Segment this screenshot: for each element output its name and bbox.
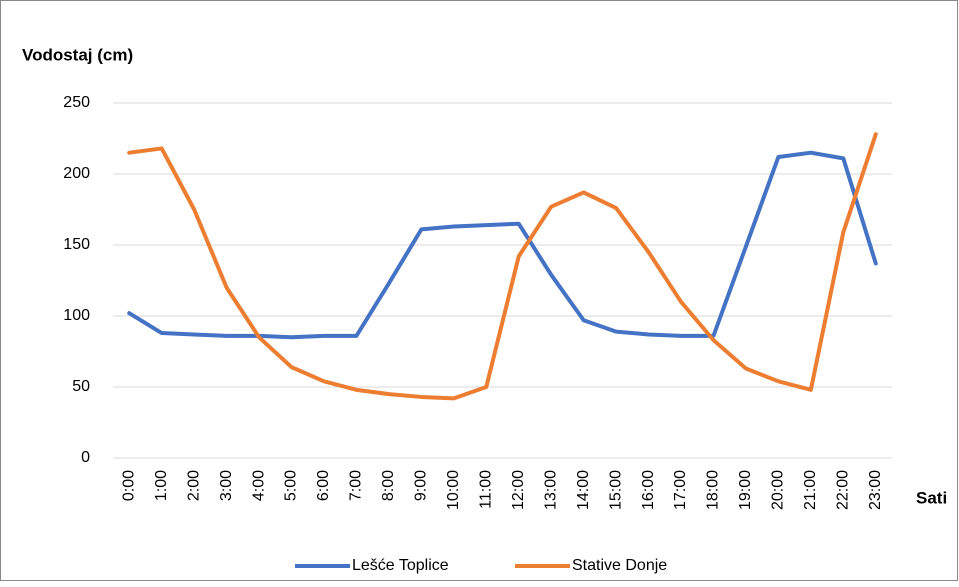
x-tick-label: 2:00 (185, 470, 202, 501)
x-tick-label: 12:00 (510, 470, 527, 510)
x-tick-label: 23:00 (867, 470, 884, 510)
x-tick-label: 8:00 (380, 470, 397, 501)
x-tick-label: 1:00 (153, 470, 170, 501)
x-axis-label: Sati (916, 488, 947, 507)
x-tick-label: 4:00 (250, 470, 267, 501)
x-tick-label: 10:00 (445, 470, 462, 510)
x-tick-label: 0:00 (120, 470, 137, 501)
y-tick-label: 50 (72, 378, 90, 395)
x-tick-label: 22:00 (835, 470, 852, 510)
x-tick-label: 14:00 (575, 470, 592, 510)
legend-label: Stative Donje (572, 557, 667, 574)
y-tick-label: 150 (63, 236, 90, 253)
x-tick-label: 13:00 (542, 470, 559, 510)
x-tick-label: 21:00 (802, 470, 819, 510)
y-axis-label: Vodostaj (cm) (22, 45, 133, 64)
x-tick-label: 6:00 (315, 470, 332, 501)
x-tick-label: 17:00 (672, 470, 689, 510)
x-tick-label: 3:00 (218, 470, 235, 501)
x-tick-label: 5:00 (283, 470, 300, 501)
x-tick-label: 11:00 (477, 470, 494, 509)
x-tick-label: 15:00 (607, 470, 624, 510)
x-tick-label: 16:00 (640, 470, 657, 510)
x-tick-label: 7:00 (348, 470, 365, 501)
y-tick-label: 250 (63, 94, 90, 111)
x-tick-label: 18:00 (705, 470, 722, 510)
data-line (127, 132, 878, 401)
x-tick-label: 20:00 (770, 470, 787, 510)
x-tick-label: 9:00 (413, 470, 430, 501)
data-line (127, 150, 878, 340)
x-tick-label: 19:00 (737, 470, 754, 510)
y-tick-label: 200 (63, 165, 90, 182)
legend-label: Lešće Toplice (352, 557, 449, 574)
y-tick-label: 100 (63, 307, 90, 324)
y-tick-label: 0 (81, 449, 90, 466)
